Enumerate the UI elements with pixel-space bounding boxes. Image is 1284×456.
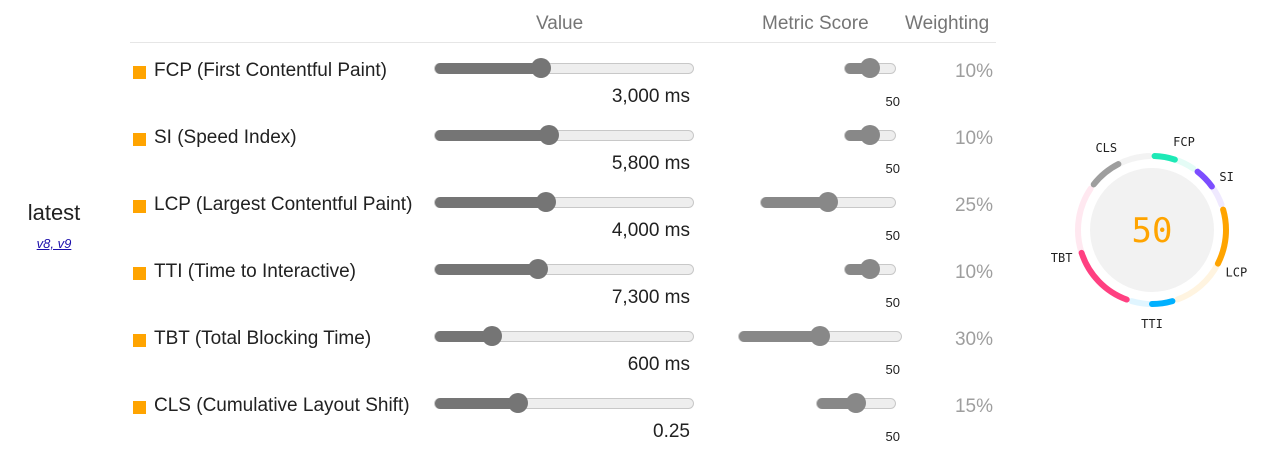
metric-value-slider[interactable] bbox=[434, 125, 694, 145]
score-slider-fill bbox=[845, 130, 870, 141]
gauge-label-tti: TTI bbox=[1141, 317, 1163, 331]
gauge-label-si: SI bbox=[1219, 170, 1233, 184]
metric-value: 600 ms bbox=[627, 354, 690, 375]
metric-score-slider[interactable] bbox=[738, 326, 902, 346]
metric-value: 0.25 bbox=[653, 421, 690, 442]
metric-name: TTI (Time to Interactive) bbox=[154, 261, 356, 282]
metric-value: 5,800 ms bbox=[611, 153, 690, 174]
gauge-label-cls: CLS bbox=[1095, 141, 1117, 155]
metric-color-square bbox=[133, 66, 146, 79]
header-value: Value bbox=[536, 13, 584, 34]
metric-row: CLS (Cumulative Layout Shift) 0.25 50 15% bbox=[0, 389, 1000, 456]
metric-weighting: 10% bbox=[954, 61, 993, 82]
metric-name: FCP (First Contentful Paint) bbox=[154, 60, 388, 81]
score-slider-fill bbox=[817, 398, 856, 409]
gauge-score: 50 bbox=[1132, 211, 1173, 251]
gauge-segment-si bbox=[1194, 168, 1215, 190]
gauge-segment-cls bbox=[1090, 161, 1122, 188]
metric-score-slider[interactable] bbox=[844, 125, 896, 145]
metric-name: SI (Speed Index) bbox=[154, 127, 297, 148]
metric-score-slider[interactable] bbox=[816, 393, 896, 413]
metric-row: LCP (Largest Contentful Paint) 4,000 ms 50… bbox=[0, 188, 1000, 255]
metric-weighting: 10% bbox=[954, 262, 993, 283]
metric-score: 50 bbox=[885, 161, 900, 176]
metric-score: 50 bbox=[885, 429, 900, 444]
metric-row: FCP (First Contentful Paint) 3,000 ms 50 10… bbox=[0, 54, 1000, 121]
metric-score: 50 bbox=[885, 295, 900, 310]
value-slider-fill bbox=[435, 264, 539, 275]
metric-weighting: 30% bbox=[954, 329, 993, 350]
header-divider bbox=[130, 42, 996, 43]
metric-value: 7,300 ms bbox=[611, 287, 690, 308]
gauge-svg: 50 FCP SI LCP TTI TBT CLS bbox=[1051, 135, 1248, 331]
metric-score-slider[interactable] bbox=[844, 58, 896, 78]
value-slider-fill bbox=[435, 398, 518, 409]
metric-color-square bbox=[133, 200, 146, 213]
metric-name: CLS (Cumulative Layout Shift) bbox=[154, 395, 410, 416]
metric-row: SI (Speed Index) 5,800 ms 50 10% bbox=[0, 121, 1000, 188]
score-slider-fill bbox=[845, 63, 870, 74]
value-slider-knob[interactable] bbox=[538, 125, 559, 145]
header-weighting: Weighting bbox=[905, 13, 990, 34]
metric-weighting: 25% bbox=[954, 195, 993, 216]
metric-score: 50 bbox=[885, 228, 900, 243]
gauge-label-lcp: LCP bbox=[1226, 266, 1248, 280]
gauge-label-fcp: FCP bbox=[1173, 135, 1195, 149]
value-slider-knob[interactable] bbox=[530, 58, 551, 78]
version-name: latest bbox=[27, 200, 81, 225]
metric-weighting: 10% bbox=[954, 128, 993, 149]
value-slider-fill bbox=[435, 63, 541, 74]
metric-score: 50 bbox=[885, 94, 900, 109]
metric-value: 3,000 ms bbox=[611, 86, 690, 107]
metric-name: LCP (Largest Contentful Paint) bbox=[154, 194, 413, 215]
value-slider-knob[interactable] bbox=[528, 259, 549, 279]
metric-color-square bbox=[133, 267, 146, 280]
metric-score-slider[interactable] bbox=[760, 192, 896, 212]
metric-row: TBT (Total Blocking Time) 600 ms 50 30% bbox=[0, 322, 1000, 389]
metric-score: 50 bbox=[885, 362, 900, 377]
metric-value: 4,000 ms bbox=[611, 220, 690, 241]
metric-value-slider[interactable] bbox=[434, 326, 694, 346]
metric-score-slider[interactable] bbox=[844, 259, 896, 279]
metric-weighting: 15% bbox=[954, 396, 993, 417]
score-slider-knob[interactable] bbox=[860, 58, 880, 78]
value-slider-knob[interactable] bbox=[481, 326, 502, 346]
metric-value-slider[interactable] bbox=[434, 393, 694, 413]
value-slider-knob[interactable] bbox=[535, 192, 556, 212]
score-slider-knob[interactable] bbox=[810, 326, 830, 346]
gauge-segment-lcp bbox=[1214, 206, 1229, 267]
value-slider-knob[interactable] bbox=[507, 393, 528, 413]
score-slider-knob[interactable] bbox=[818, 192, 838, 212]
score-gauge: 50 FCP SI LCP TTI TBT CLS bbox=[1042, 122, 1262, 342]
score-slider-fill bbox=[845, 264, 870, 275]
value-slider-fill bbox=[435, 197, 546, 208]
metric-name: TBT (Total Blocking Time) bbox=[154, 328, 372, 349]
score-slider-knob[interactable] bbox=[860, 125, 880, 145]
metric-value-slider[interactable] bbox=[434, 259, 694, 279]
metric-value-slider[interactable] bbox=[434, 58, 694, 78]
version-link[interactable]: v8, v9 bbox=[36, 236, 72, 251]
gauge-background bbox=[1090, 168, 1214, 292]
gauge-segment-fcp bbox=[1151, 153, 1178, 163]
metric-color-square bbox=[133, 401, 146, 414]
metric-color-square bbox=[133, 334, 146, 347]
score-slider-fill bbox=[739, 331, 820, 342]
score-slider-knob[interactable] bbox=[846, 393, 866, 413]
score-slider-fill bbox=[761, 197, 828, 208]
value-slider-fill bbox=[435, 130, 549, 141]
metric-value-slider[interactable] bbox=[434, 192, 694, 212]
metric-color-square bbox=[133, 133, 146, 146]
value-slider-fill bbox=[435, 331, 492, 342]
metric-row: TTI (Time to Interactive) 7,300 ms 50 10% bbox=[0, 255, 1000, 322]
gauge-label-tbt: TBT bbox=[1051, 251, 1073, 265]
header-metric-score: Metric Score bbox=[762, 13, 869, 34]
score-slider-knob[interactable] bbox=[860, 259, 880, 279]
gauge-segment-tbt bbox=[1078, 249, 1130, 303]
version-cell: latest v8, v9 bbox=[0, 200, 108, 251]
gauge-segment-tti bbox=[1149, 298, 1176, 307]
